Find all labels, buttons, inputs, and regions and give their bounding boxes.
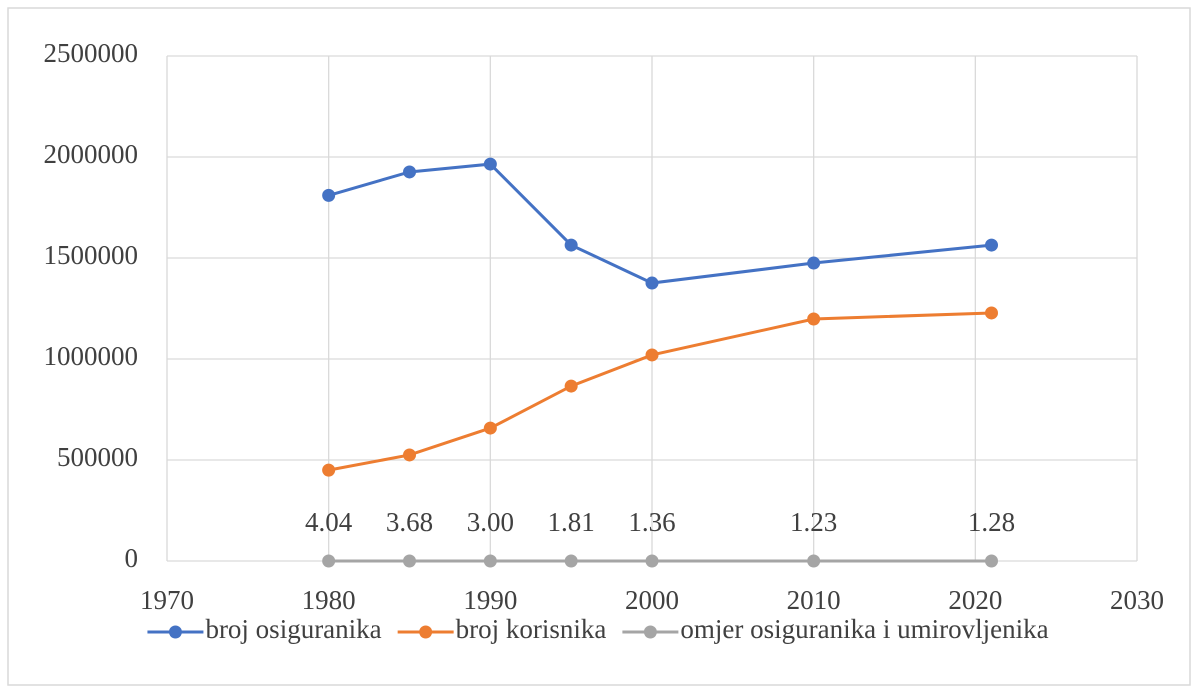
y-tick-label: 1500000 [44, 240, 139, 270]
data-point [985, 554, 998, 568]
data-point [483, 157, 497, 171]
data-point [564, 379, 578, 393]
data-point [322, 554, 336, 568]
data-point [645, 554, 659, 568]
data-point [564, 238, 578, 252]
data-point [645, 276, 659, 290]
legend-label: broj osiguranika [205, 614, 381, 644]
y-tick-label: 1000000 [44, 341, 139, 371]
data-point [322, 463, 336, 477]
y-tick-label: 0 [125, 543, 139, 573]
data-point [322, 188, 336, 202]
data-point [403, 165, 416, 179]
x-tick-label: 1990 [463, 585, 517, 615]
data-point [985, 238, 998, 252]
data-label: 1.81 [548, 507, 595, 537]
x-tick-label: 2010 [787, 585, 841, 615]
y-tick-label: 2000000 [44, 139, 139, 169]
data-point [483, 421, 497, 435]
data-point [403, 554, 416, 568]
x-tick-label: 1970 [140, 585, 194, 615]
legend: broj osiguranika broj korisnika omjer osig… [147, 614, 1049, 644]
data-point [645, 348, 659, 362]
x-tick-label: 2030 [1110, 585, 1164, 615]
legend-label: broj korisnika [456, 614, 607, 644]
data-point [807, 312, 821, 326]
legend-marker [419, 625, 433, 639]
y-tick-label: 2500000 [44, 38, 139, 68]
chart-frame [7, 7, 1191, 686]
data-label: 1.23 [790, 507, 837, 537]
y-tick-label: 500000 [57, 442, 138, 472]
data-point [985, 306, 998, 320]
x-tick-label: 2000 [625, 585, 679, 615]
legend-marker [168, 625, 182, 639]
x-tick-label: 1980 [302, 585, 356, 615]
data-point [807, 256, 821, 270]
x-tick-label: 2020 [948, 585, 1002, 615]
data-label: 1.36 [628, 507, 675, 537]
data-label: 4.04 [305, 507, 353, 537]
legend-marker [643, 625, 657, 639]
legend-label: omjer osiguranika i umirovljenika [680, 614, 1048, 644]
data-label: 3.68 [386, 507, 433, 537]
data-point [403, 448, 416, 462]
data-point [483, 554, 497, 568]
data-label: 1.28 [968, 507, 1015, 537]
data-label: 3.00 [467, 507, 514, 537]
data-point [807, 554, 821, 568]
data-point [564, 554, 578, 568]
